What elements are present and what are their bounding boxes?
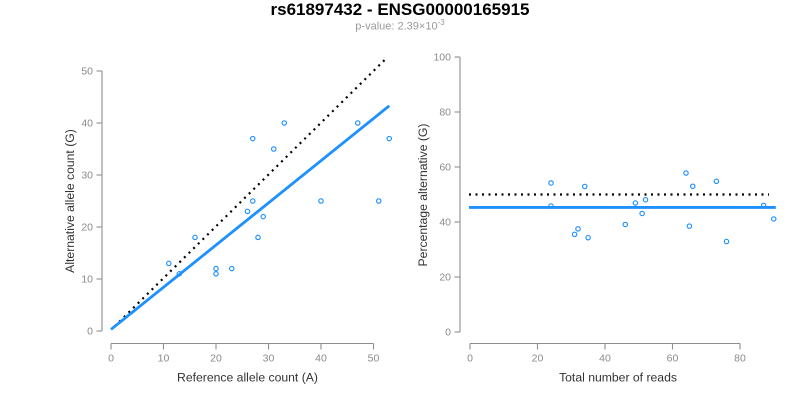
x-tick-label: 0 bbox=[467, 353, 473, 365]
y-tick-label: 100 bbox=[433, 52, 451, 64]
data-point bbox=[249, 198, 256, 204]
data-point bbox=[281, 120, 288, 126]
data-point bbox=[270, 146, 277, 152]
data-point bbox=[386, 135, 393, 142]
data-point bbox=[571, 231, 578, 238]
y-tick-label: 80 bbox=[439, 107, 451, 119]
y-axis-title: Percentage alternative (G) bbox=[416, 124, 430, 267]
allele-counts-plot: 0 10 20 30 40 50 0 10 20 30 40 50 Reference allele c… bbox=[63, 56, 393, 385]
x-tick-label: 30 bbox=[263, 353, 275, 365]
data-point bbox=[213, 271, 219, 277]
x-tick-label: 40 bbox=[315, 353, 327, 365]
y-tick-label: 20 bbox=[439, 272, 451, 284]
x-axis-title: Reference allele count (A) bbox=[177, 371, 318, 385]
data-point bbox=[642, 196, 649, 203]
x-tick-label: 50 bbox=[368, 353, 380, 365]
y-tick-label: 0 bbox=[87, 326, 93, 338]
data-point bbox=[249, 135, 256, 142]
x-tick-label: 20 bbox=[210, 353, 222, 365]
data-point bbox=[683, 170, 689, 176]
data-point bbox=[632, 200, 639, 206]
data-point bbox=[354, 120, 361, 126]
data-point bbox=[260, 213, 267, 220]
y-axis-title: Alternative allele count (G) bbox=[63, 129, 77, 273]
data-point bbox=[585, 234, 591, 241]
x-tick-label: 10 bbox=[158, 353, 170, 365]
percentage-reads-plot: 0 20 40 60 80 100 0 20 40 60 80 Total number of rea… bbox=[416, 52, 777, 385]
y-tick-label: 40 bbox=[439, 217, 451, 229]
data-point bbox=[689, 183, 696, 190]
data-point bbox=[581, 183, 588, 190]
data-point bbox=[255, 234, 261, 241]
data-point bbox=[548, 180, 554, 186]
identity-line bbox=[113, 56, 388, 328]
data-point bbox=[548, 203, 554, 209]
fit-line bbox=[110, 104, 391, 331]
y-tick-label: 50 bbox=[81, 66, 93, 78]
figure-title: rs61897432 - ENSG00000165915 bbox=[270, 0, 530, 19]
data-point bbox=[639, 210, 645, 217]
data-point bbox=[723, 238, 730, 245]
data-point bbox=[213, 265, 219, 272]
data-point bbox=[375, 198, 382, 204]
data-point bbox=[244, 208, 251, 215]
y-tick-label: 20 bbox=[81, 222, 93, 234]
data-point bbox=[622, 221, 629, 228]
data-point bbox=[192, 234, 198, 241]
x-tick-label: 80 bbox=[734, 353, 746, 365]
data-point bbox=[228, 265, 235, 272]
figure-subtitle: p-value: 2.39×10-3 bbox=[0, 17, 800, 33]
y-tick-label: 60 bbox=[439, 162, 451, 174]
data-point bbox=[770, 216, 777, 222]
data-point bbox=[176, 271, 183, 277]
data-point bbox=[575, 226, 581, 232]
y-tick-label: 40 bbox=[81, 118, 93, 130]
data-point bbox=[318, 198, 324, 204]
data-point bbox=[760, 202, 767, 209]
data-point bbox=[713, 178, 720, 185]
p-value-exponent: -3 bbox=[437, 18, 445, 27]
x-axis-title: Total number of reads bbox=[559, 371, 677, 385]
p-value-label: p-value: 2.39×10 bbox=[355, 20, 438, 33]
x-tick-label: 0 bbox=[108, 353, 114, 365]
x-tick-label: 20 bbox=[532, 353, 544, 365]
y-tick-label: 10 bbox=[81, 274, 93, 286]
x-tick-label: 60 bbox=[667, 353, 679, 365]
y-tick-label: 30 bbox=[81, 170, 93, 182]
x-tick-label: 40 bbox=[599, 353, 611, 365]
y-tick-label: 0 bbox=[445, 327, 451, 339]
data-point bbox=[686, 223, 693, 229]
data-point bbox=[165, 260, 172, 267]
